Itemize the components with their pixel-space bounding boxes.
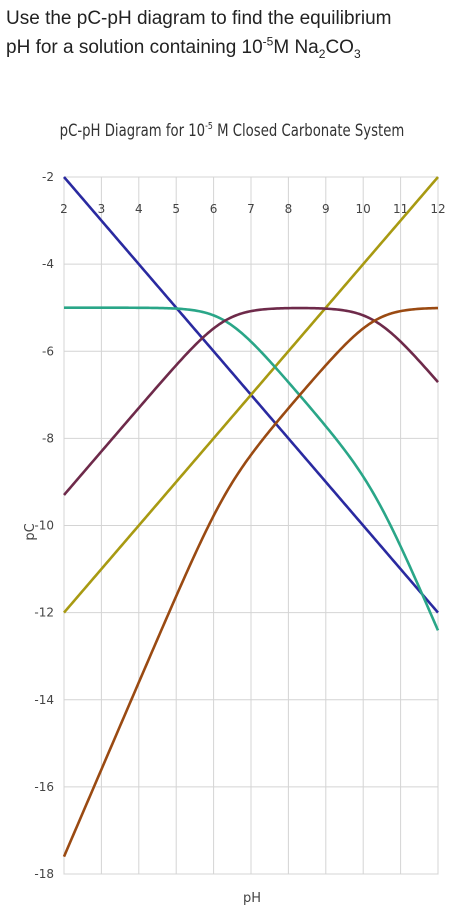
x-tick-label: 9 [322,202,330,216]
x-tick-label: 4 [135,202,143,216]
question-text-part: pH for a solution containing 10 [6,37,263,58]
y-tick-label: -14 [34,693,54,707]
chart-title-text: M Closed Carbonate System [213,120,404,140]
question-text-part: M Na [273,37,319,58]
question-exponent: -5 [262,34,274,49]
y-tick-label: -6 [42,344,54,358]
series-line-h2co3 [64,306,440,631]
x-axis-ticks: 2 3 4 5 6 7 8 9 10 11 12 [60,202,445,216]
x-tick-label: 10 [356,202,371,216]
x-tick-label: 6 [210,202,218,216]
question-line-1: Use the pC-pH diagram to find the equili… [6,8,392,29]
series-line-co3 [62,306,439,858]
y-axis-label: pC [23,523,38,540]
x-tick-label: 3 [98,202,106,216]
x-tick-label: 2 [60,202,68,216]
y-tick-label: -18 [34,867,54,881]
y-tick-label: -8 [42,431,54,445]
chart-title-exponent: -5 [205,121,213,132]
question-line-2: pH for a solution containing 10-5M Na2CO… [6,33,446,62]
chart-title-text: pC-pH Diagram for 10 [60,120,205,140]
x-tick-label: 7 [247,202,255,216]
y-tick-label: -2 [42,170,54,184]
x-tick-label: 8 [285,202,293,216]
question-text-part: CO [325,37,354,58]
x-tick-label: 5 [172,202,180,216]
x-axis-label: pH [243,891,261,906]
question-subscript: 3 [353,46,361,61]
chart-series [62,176,440,858]
chart-title: pC-pH Diagram for 10-5 M Closed Carbonat… [60,120,405,140]
y-axis-ticks: -2 -4 -6 -8 -10 -12 -14 -16 -18 [34,170,54,881]
y-tick-label: -12 [34,606,54,620]
y-tick-label: -4 [42,257,54,271]
question-text: Use the pC-pH diagram to find the equili… [6,4,446,62]
chart-grid [63,176,439,875]
series-line-oh [63,176,439,614]
x-tick-label: 11 [393,202,408,216]
question-subscript: 2 [318,46,326,61]
x-tick-label: 12 [430,202,445,216]
y-tick-label: -10 [34,519,54,533]
y-tick-label: -16 [34,780,54,794]
